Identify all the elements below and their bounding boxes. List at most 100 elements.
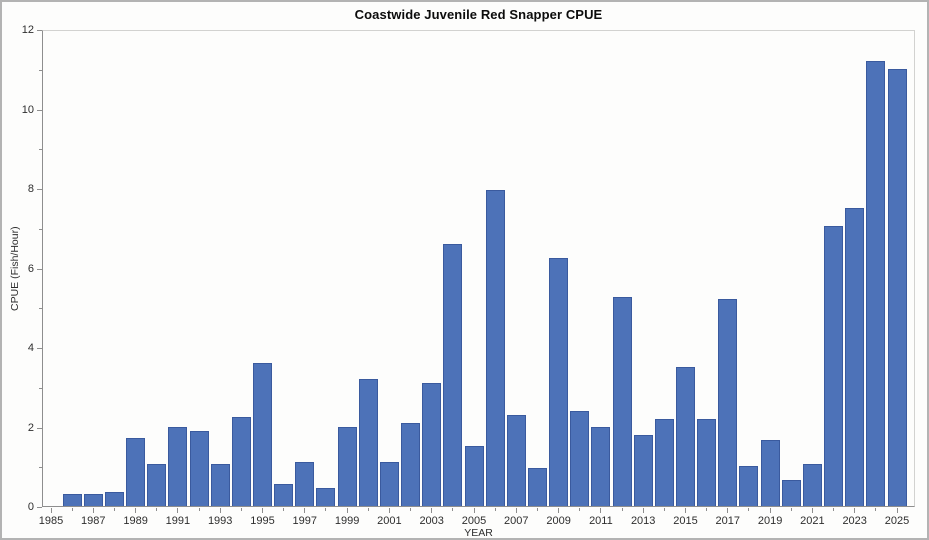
x-major-tick <box>811 508 813 513</box>
x-tick-label: 1999 <box>334 515 360 527</box>
x-tick-label: 1993 <box>207 515 233 527</box>
bar-2012 <box>612 297 632 506</box>
x-major-tick <box>685 508 686 513</box>
x-minor-tick <box>621 508 623 511</box>
y-tick-label: 0 <box>27 501 34 513</box>
x-tick-label: 1997 <box>292 515 318 527</box>
x-tick-label: 2005 <box>461 515 487 527</box>
y-tick-label: 2 <box>27 421 34 434</box>
x-major-tick <box>854 508 856 513</box>
bar-1999 <box>337 426 357 506</box>
bar-1996 <box>274 484 294 506</box>
y-tick-label: 8 <box>27 183 34 195</box>
x-minor-tick <box>367 508 369 511</box>
x-tick-label: 2009 <box>546 515 571 527</box>
y-minor-tick <box>39 308 42 310</box>
x-tick-label: 1985 <box>38 515 64 527</box>
x-tick-label: 1991 <box>165 515 191 527</box>
x-major-tick <box>177 508 179 513</box>
x-major-tick <box>896 508 898 513</box>
bar-1991 <box>168 426 188 506</box>
bar-2025 <box>887 68 907 506</box>
bar-2016 <box>697 418 717 506</box>
y-minor-tick <box>39 387 42 389</box>
x-tick-label: 2025 <box>884 515 910 527</box>
y-minor-tick <box>39 467 42 469</box>
bar-1990 <box>147 464 167 506</box>
x-major-tick <box>304 508 306 513</box>
bar-1992 <box>189 430 209 506</box>
bar-1998 <box>316 488 336 506</box>
bar-1986 <box>62 494 82 506</box>
bar-2000 <box>358 378 378 506</box>
x-minor-tick <box>325 508 327 511</box>
y-major-tick <box>37 109 42 111</box>
x-minor-tick <box>536 508 538 511</box>
bar-2011 <box>591 426 611 506</box>
bar-2019 <box>760 440 780 506</box>
x-tick-label: 1987 <box>81 515 106 527</box>
x-major-tick <box>515 508 517 513</box>
x-tick-label: 2015 <box>673 515 698 527</box>
bar-2022 <box>824 225 843 506</box>
bar-2013 <box>633 434 653 506</box>
y-major-tick <box>37 348 42 349</box>
bar-1988 <box>104 492 124 506</box>
x-minor-tick <box>579 508 581 511</box>
bar-2010 <box>570 410 590 506</box>
y-major-tick <box>37 189 42 190</box>
x-major-tick <box>558 508 560 513</box>
x-major-tick <box>600 508 602 513</box>
x-tick-label: 2019 <box>757 515 783 527</box>
x-tick-label: 2003 <box>419 515 444 527</box>
bar-2001 <box>379 462 399 506</box>
x-tick-label: 2007 <box>504 515 529 527</box>
y-tick-label: 12 <box>21 24 34 36</box>
x-minor-tick <box>452 508 454 511</box>
x-minor-tick <box>113 508 115 511</box>
x-minor-tick <box>283 508 285 511</box>
y-major-tick <box>37 30 42 31</box>
chart-title: Coastwide Juvenile Red Snapper CPUE <box>354 7 603 22</box>
x-minor-tick <box>706 508 708 511</box>
bar-2020 <box>781 480 801 506</box>
y-tick-label: 4 <box>27 342 34 354</box>
y-minor-tick <box>39 149 42 151</box>
x-minor-tick <box>663 508 665 511</box>
x-minor-tick <box>748 508 750 511</box>
bar-2018 <box>739 466 759 506</box>
x-major-tick <box>473 508 475 513</box>
x-tick-label: 2013 <box>630 515 656 527</box>
bar-1995 <box>253 362 272 506</box>
y-minor-tick <box>39 228 42 230</box>
x-minor-tick <box>833 508 835 511</box>
x-major-tick <box>92 508 94 513</box>
x-major-tick <box>50 508 52 513</box>
bar-2015 <box>676 366 695 506</box>
x-minor-tick <box>494 508 496 511</box>
bar-2024 <box>866 60 886 506</box>
x-tick-label: 2021 <box>800 515 825 527</box>
x-minor-tick <box>198 508 200 511</box>
bar-2007 <box>506 414 526 506</box>
x-minor-tick <box>156 508 158 511</box>
x-minor-tick <box>790 508 792 511</box>
x-major-tick <box>388 508 390 513</box>
y-tick-label: 10 <box>21 103 34 116</box>
x-minor-tick <box>240 508 242 511</box>
bar-2017 <box>718 299 738 506</box>
bar-2009 <box>549 257 569 506</box>
bar-1989 <box>126 438 146 506</box>
x-major-tick <box>135 508 137 513</box>
plot-area: 0 2 4 6 8 10 12 1985 1987 1989 1991 1993 1995 1997 199… <box>22 24 915 527</box>
x-major-tick <box>346 508 348 513</box>
x-axis-label: YEAR <box>464 527 493 539</box>
x-minor-tick <box>71 508 73 511</box>
x-tick-label: 1995 <box>250 515 275 527</box>
bar-2005 <box>464 446 484 506</box>
bar-1987 <box>83 494 103 506</box>
bar-1993 <box>210 464 230 506</box>
y-major-tick <box>37 427 42 429</box>
bar-2006 <box>485 190 505 506</box>
